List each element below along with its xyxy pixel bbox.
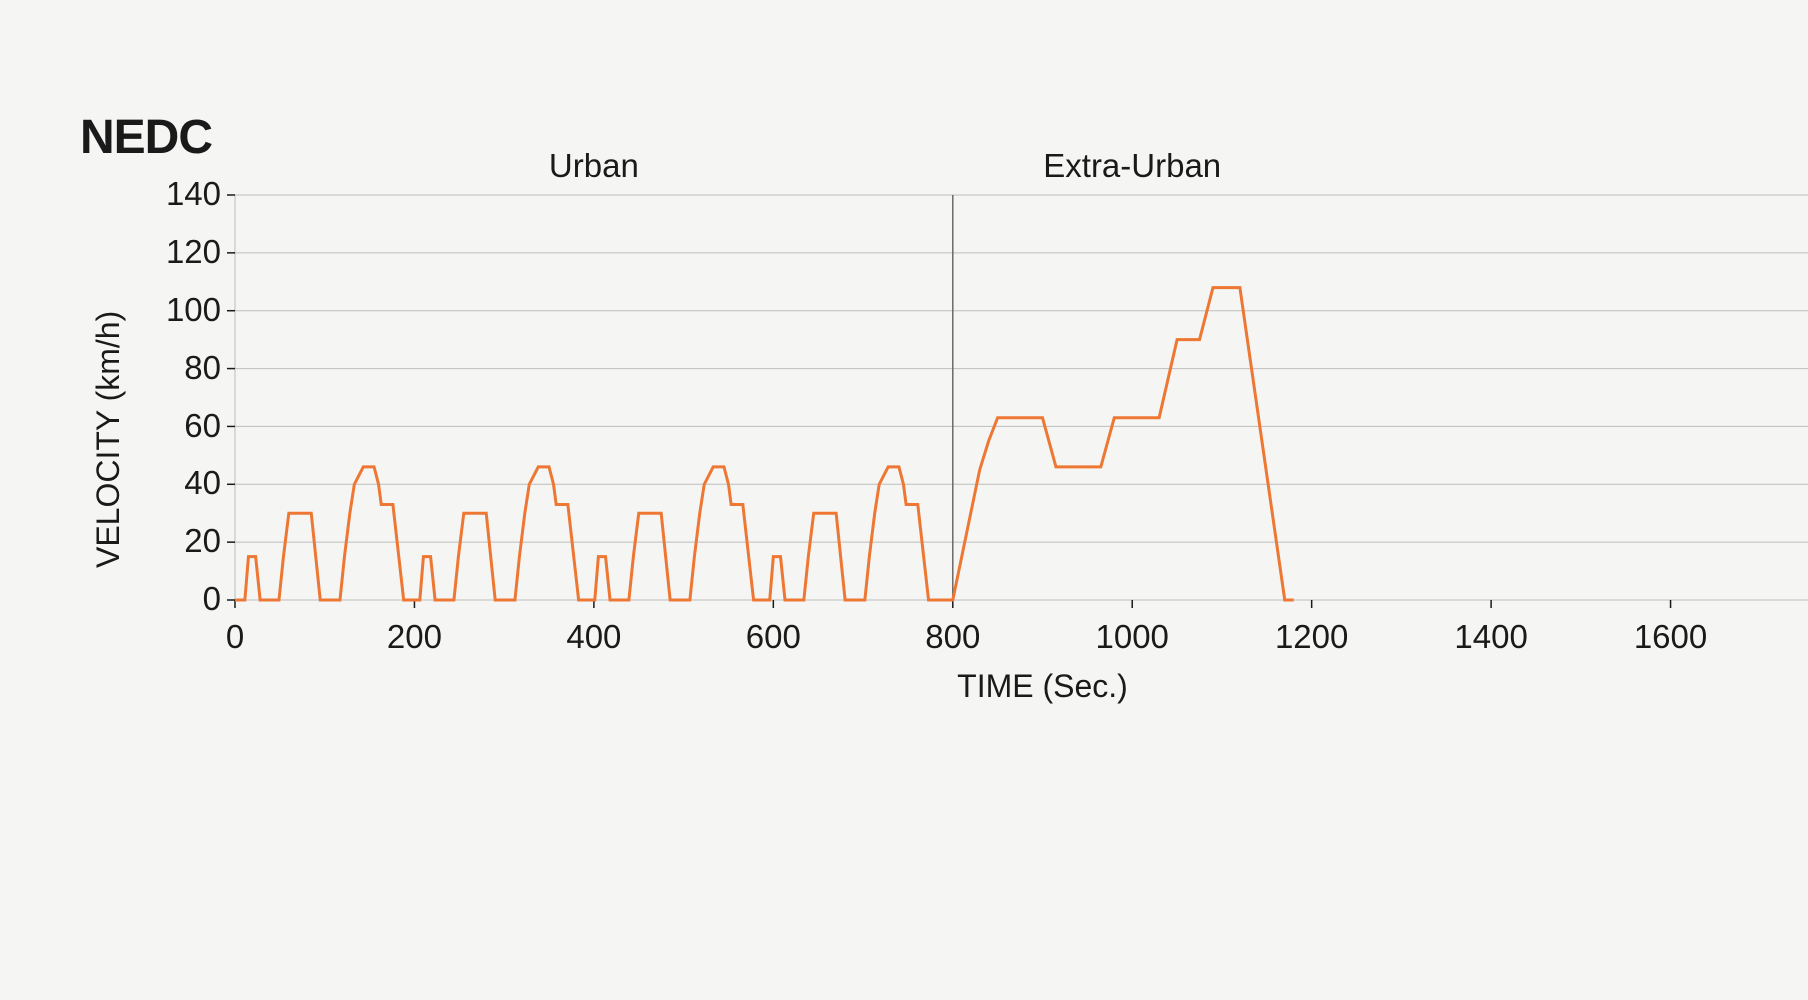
chart-title: NEDC [80, 110, 1780, 165]
section-label: Extra-Urban [982, 147, 1282, 185]
x-axis-label: TIME (Sec.) [943, 668, 1143, 705]
x-tick-label: 600 [733, 618, 813, 656]
line-chart [225, 195, 1808, 610]
x-tick-label: 1000 [1092, 618, 1172, 656]
y-tick-label: 80 [184, 349, 221, 387]
section-label: Urban [444, 147, 744, 185]
y-tick-label: 0 [203, 580, 221, 618]
chart-container: NEDC UrbanExtra-Urban VELOCITY (km/h) 02… [80, 110, 1780, 165]
x-tick-label: 400 [554, 618, 634, 656]
x-tick-label: 200 [374, 618, 454, 656]
y-tick-label: 40 [184, 464, 221, 502]
y-axis-label: VELOCITY (km/h) [90, 310, 127, 567]
y-tick-label: 20 [184, 522, 221, 560]
y-tick-label: 100 [166, 291, 221, 329]
x-tick-label: 1600 [1631, 618, 1711, 656]
y-tick-label: 140 [166, 175, 221, 213]
x-tick-label: 1200 [1272, 618, 1352, 656]
x-tick-label: 800 [913, 618, 993, 656]
y-tick-label: 120 [166, 233, 221, 271]
x-tick-label: 0 [195, 618, 275, 656]
x-tick-label: 1400 [1451, 618, 1531, 656]
y-tick-label: 60 [184, 407, 221, 445]
